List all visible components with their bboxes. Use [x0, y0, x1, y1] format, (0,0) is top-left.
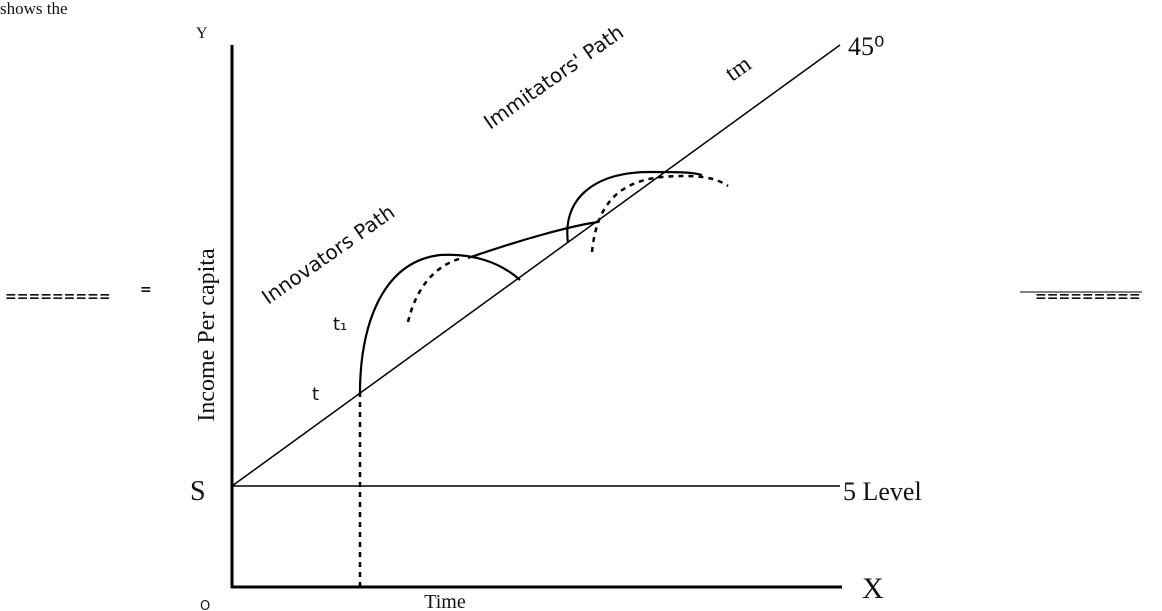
origin-label: O [200, 599, 210, 611]
path-label: Innovators Path [257, 200, 399, 309]
innovator-curve [358, 253, 521, 393]
separator: ========= [5, 289, 111, 305]
connector-curve [467, 220, 599, 260]
y-axis-label: Y [196, 25, 208, 42]
path-label: Immitators' Path [479, 20, 628, 134]
header-text: shows the [0, 0, 68, 18]
y-title: Income Per capita [194, 248, 220, 422]
dashed-curve [406, 256, 463, 323]
tm-label: tm [721, 51, 757, 87]
level-label: 5 Level [843, 477, 922, 506]
dashed-curve [590, 174, 729, 253]
x-title: Time [424, 591, 466, 611]
x-axis-label: X [862, 572, 884, 605]
separator: = [140, 282, 152, 298]
angle-label: 45⁰ [848, 32, 884, 61]
s-label: S [190, 476, 206, 507]
diagonal-line [231, 44, 841, 487]
imitator-curve [566, 170, 703, 244]
t-label: t [312, 384, 319, 405]
separator: ========= [1035, 289, 1141, 305]
t1-label: t₁ [333, 314, 347, 335]
